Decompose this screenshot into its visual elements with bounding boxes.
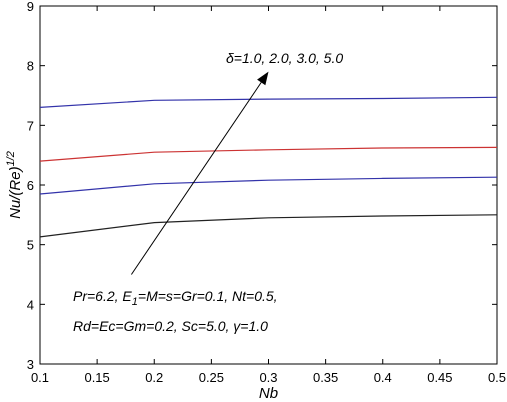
- params-annotation-line-2: Rd=Ec=Gm=0.2, Sc=5.0, γ=1.0: [73, 318, 268, 334]
- arrow: [130, 71, 269, 275]
- arrow-line: [130, 82, 262, 275]
- y-tick-label: 6: [27, 178, 34, 193]
- y-axis-ticks: 3 4 5 6 7 8 9: [27, 0, 497, 372]
- x-tick-label: 0.3: [259, 370, 277, 385]
- params-line1-a: Pr=6.2, E: [73, 288, 132, 304]
- plot-frame: [39, 5, 498, 365]
- series-line-4: [39, 214, 498, 238]
- arrow-head: [257, 71, 269, 86]
- y-tick-label: 5: [27, 238, 34, 253]
- series-line-3: [39, 176, 498, 195]
- x-tick-label: 0.15: [84, 370, 109, 385]
- series-line-1: [39, 96, 498, 108]
- params-line1-b: =M=s=Gr=0.1, Nt=0.5,: [138, 288, 278, 304]
- x-axis-title: Nb: [259, 385, 278, 402]
- x-tick-label: 0.2: [145, 370, 163, 385]
- y-tick-label: 7: [27, 118, 34, 133]
- x-tick-label: 0.45: [427, 370, 452, 385]
- params-annotation-line-1: Pr=6.2, E1=M=s=Gr=0.1, Nt=0.5,: [73, 288, 278, 308]
- y-axis-title: Nu/(Re)1/2: [5, 151, 24, 219]
- series-layer: [39, 96, 498, 238]
- y-tick-label: 3: [27, 357, 34, 372]
- y-axis-title-main: Nu/(Re): [7, 166, 24, 219]
- x-tick-label: 0.35: [313, 370, 338, 385]
- x-tick-label: 0.25: [199, 370, 224, 385]
- delta-annotation: δ=1.0, 2.0, 3.0, 5.0: [226, 50, 343, 66]
- y-tick-label: 9: [27, 0, 34, 14]
- x-tick-label: 0.5: [488, 370, 506, 385]
- x-tick-label: 0.4: [374, 370, 392, 385]
- x-tick-label: 0.1: [31, 370, 49, 385]
- series-line-2: [39, 146, 498, 162]
- y-tick-label: 4: [27, 297, 34, 312]
- x-axis-ticks: 0.1 0.15 0.2 0.25 0.3 0.35 0.4 0.45 0.5: [31, 6, 506, 385]
- y-axis-title-sup: 1/2: [5, 151, 17, 166]
- params-line1-sub: 1: [132, 296, 138, 308]
- y-tick-label: 8: [27, 59, 34, 74]
